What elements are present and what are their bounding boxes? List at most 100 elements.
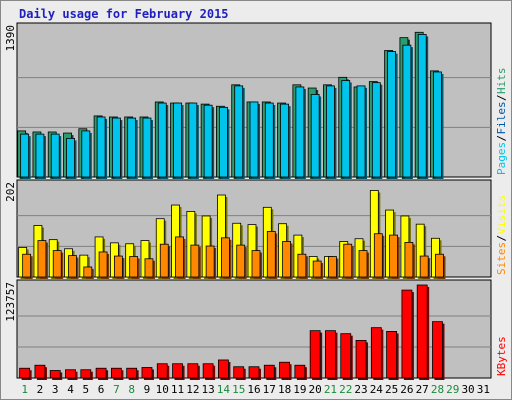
bar-sites-16 [251,250,261,278]
x-tick-label-5: 5 [82,383,89,396]
bar-kbytes-25 [386,331,398,379]
bar-kbytes-20 [309,330,321,379]
y-max-label-visits-sites: 202 [4,182,17,202]
bar-kbytes-10 [156,363,168,379]
x-tick-label-30: 30 [461,383,474,396]
legend-separator: / [495,94,508,101]
chart-title: Daily usage for February 2015 [19,7,229,21]
legend-separator: / [495,235,508,242]
bar-files-28 [433,71,442,178]
bar-sites-19 [297,253,307,278]
bar-kbytes-13 [202,363,214,379]
bar-sites-11 [175,236,184,278]
x-tick-label-14: 14 [217,383,231,396]
bar-kbytes-17 [263,364,275,379]
bar-files-23 [356,85,366,178]
bar-files-19 [295,86,305,178]
bar-files-4 [66,138,75,178]
bar-sites-6 [98,251,108,278]
bar-sites-22 [343,243,353,278]
bar-sites-8 [129,256,139,278]
legend-hits: Hits [495,68,508,95]
bar-files-24 [371,82,381,178]
y-max-label-kbytes: 123757 [4,282,17,322]
x-tick-label-31: 31 [477,383,490,396]
bar-sites-20 [312,260,322,278]
x-tick-label-4: 4 [67,383,74,396]
bar-files-5 [81,130,91,178]
bar-files-9 [142,117,152,178]
bar-kbytes-5 [80,369,92,379]
bar-sites-14 [221,237,230,278]
x-tick-label-29: 29 [446,383,459,396]
bar-files-25 [387,51,397,178]
legend-visits: Visits [495,195,508,235]
bar-sites-26 [404,241,414,278]
x-tick-label-22: 22 [339,383,352,396]
bar-files-3 [50,133,60,178]
x-tick-label-2: 2 [37,383,44,396]
bar-files-1 [20,133,30,178]
legend-files: Files [495,101,508,134]
x-tick-label-7: 7 [113,383,120,396]
bar-kbytes-18 [279,361,290,379]
bar-files-18 [280,103,289,178]
bar-files-8 [127,117,137,178]
legend-sites: Sites [495,242,508,275]
bar-sites-27 [419,255,429,278]
bar-kbytes-7 [110,367,122,379]
x-tick-label-8: 8 [128,383,135,396]
x-tick-label-26: 26 [400,383,413,396]
bar-kbytes-2 [34,364,46,379]
bar-sites-1 [22,253,32,278]
bar-kbytes-23 [355,340,367,379]
bar-kbytes-22 [340,333,352,379]
bar-sites-2 [37,240,47,278]
x-tick-label-17: 17 [263,383,276,396]
x-tick-label-20: 20 [309,383,322,396]
bar-files-15 [234,85,244,178]
bar-sites-3 [52,250,62,278]
x-tick-label-16: 16 [247,383,260,396]
x-tick-label-6: 6 [98,383,105,396]
bar-kbytes-15 [233,366,245,379]
bar-kbytes-28 [432,321,443,379]
bar-sites-9 [144,258,154,278]
bar-sites-24 [373,233,383,278]
bar-kbytes-9 [141,367,153,379]
bar-sites-23 [358,250,368,278]
legend-separator: / [495,135,508,142]
bar-kbytes-26 [401,289,413,379]
bar-files-6 [96,116,106,178]
bar-sites-15 [236,244,246,278]
bar-sites-10 [159,243,169,278]
bar-files-22 [341,80,351,178]
bar-sites-12 [190,244,200,278]
x-tick-label-23: 23 [354,383,367,396]
bar-files-16 [249,101,259,178]
x-tick-label-25: 25 [385,383,398,396]
bar-files-11 [173,102,182,178]
bar-kbytes-27 [416,284,428,379]
bar-kbytes-11 [172,363,183,379]
bar-files-21 [326,85,335,178]
x-tick-label-15: 15 [232,383,245,396]
bar-files-17 [264,102,274,178]
x-tick-label-13: 13 [202,383,215,396]
x-tick-label-21: 21 [324,383,337,396]
x-tick-label-3: 3 [52,383,59,396]
x-tick-label-11: 11 [171,383,184,396]
x-tick-label-12: 12 [186,383,199,396]
bar-kbytes-8 [126,367,138,379]
bar-sites-4 [68,255,77,278]
x-tick-label-9: 9 [144,383,151,396]
bar-kbytes-4 [65,369,76,379]
bar-files-14 [219,106,228,178]
bar-kbytes-19 [294,364,306,379]
bar-kbytes-12 [187,363,199,379]
x-tick-label-18: 18 [278,383,291,396]
bar-files-26 [402,44,412,178]
bar-files-13 [203,104,213,178]
